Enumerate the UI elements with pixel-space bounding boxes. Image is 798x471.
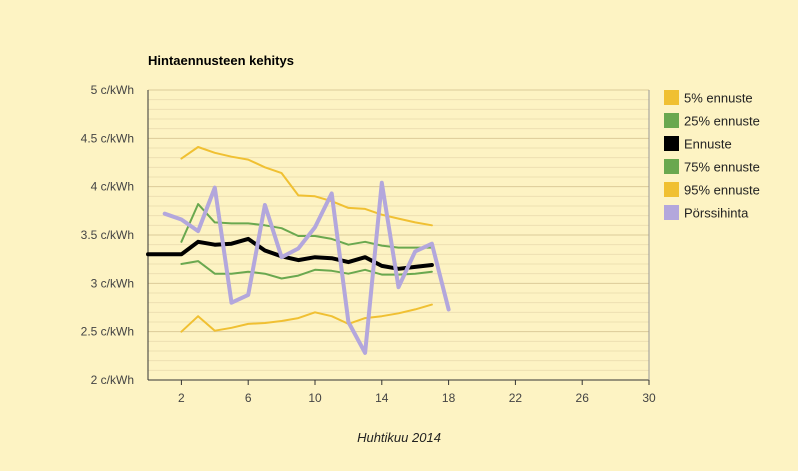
- series-line-ennuste: [146, 236, 434, 271]
- y-tick-label: 3.5 c/kWh: [81, 228, 134, 242]
- x-tick-label: 14: [375, 391, 389, 405]
- plot-area: 2 c/kWh 2.5 c/kWh 3 c/kWh 3.5 c/kWh 4 c/kWh 4…: [81, 83, 656, 405]
- y-tick-label: 4 c/kWh: [91, 180, 134, 194]
- x-axis-label: Huhtikuu 2014: [357, 430, 441, 445]
- legend-swatch: [664, 90, 679, 105]
- x-tick-label: 10: [308, 391, 322, 405]
- legend-swatch: [664, 136, 679, 151]
- legend-label: 25% ennuste: [684, 114, 760, 129]
- series-line-95-ennuste: [180, 146, 433, 227]
- series-line-5-ennuste: [180, 303, 433, 333]
- legend-swatch: [664, 113, 679, 128]
- x-tick-label: 6: [245, 391, 252, 405]
- x-tick-label: 30: [642, 391, 656, 405]
- chart-title: Hintaennusteen kehitys: [148, 53, 294, 68]
- series-line-25-ennuste: [180, 260, 433, 280]
- y-tick-label: 2.5 c/kWh: [81, 325, 134, 339]
- y-tick-label: 4.5 c/kWh: [81, 131, 134, 145]
- x-tick-label: 22: [509, 391, 523, 405]
- legend-swatch: [664, 182, 679, 197]
- x-tick-label: 26: [576, 391, 590, 405]
- x-tick-label: 18: [442, 391, 456, 405]
- series-line-p-rssihinta: [162, 180, 451, 355]
- legend-label: Ennuste: [684, 137, 732, 152]
- legend: 5% ennuste 25% ennuste Ennuste 75% ennuste 9…: [664, 90, 760, 221]
- legend-swatch: [664, 205, 679, 220]
- y-tick-label: 5 c/kWh: [91, 83, 134, 97]
- legend-swatch: [664, 159, 679, 174]
- legend-label: 5% ennuste: [684, 91, 753, 106]
- legend-label: Pörssihinta: [684, 206, 749, 221]
- legend-label: 75% ennuste: [684, 160, 760, 175]
- y-tick-label: 2 c/kWh: [91, 373, 134, 387]
- y-tick-label: 3 c/kWh: [91, 276, 134, 290]
- x-tick-label: 2: [178, 391, 185, 405]
- legend-label: 95% ennuste: [684, 183, 760, 198]
